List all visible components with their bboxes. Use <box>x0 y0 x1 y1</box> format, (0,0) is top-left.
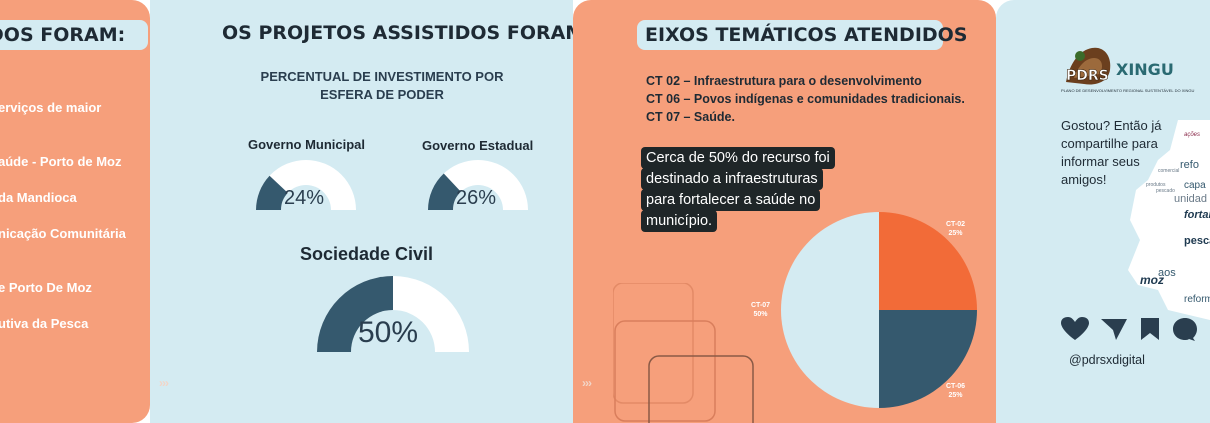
share-text: Gostou? Então já compartilhe para inform… <box>1061 117 1161 189</box>
thematic-item: CT 06 – Povos indígenas e comunidades tr… <box>646 92 965 106</box>
cloud-word: pesca <box>1184 235 1210 247</box>
list-item: e Porto De Moz <box>0 280 92 295</box>
list-item: utiva da Pesca <box>0 316 89 331</box>
next-arrows: ››› <box>582 376 592 390</box>
list-item: aúde - Porto de Moz <box>0 154 122 169</box>
pie-chart <box>781 212 977 408</box>
cloud-word: aos <box>1158 267 1176 279</box>
decorative-frames <box>613 283 754 423</box>
panel-thematic-axes: EIXOS TEMÁTICOS ATENDIDOS CT 02 – Infrae… <box>573 0 996 423</box>
list-item: da Mandioca <box>0 190 77 205</box>
pie-label-value: 25% <box>948 230 963 237</box>
panel3-title: EIXOS TEMÁTICOS ATENDIDOS <box>637 20 968 50</box>
heart-icon[interactable] <box>1060 316 1090 342</box>
pie-slice-ct-06 <box>879 310 977 408</box>
logo-subtitle: PLANO DE DESENVOLVIMENTO REGIONAL SUSTEN… <box>1061 88 1195 93</box>
pie-slice-ct-07 <box>781 212 879 408</box>
bookmark-icon[interactable] <box>1139 316 1161 342</box>
callout-line: para fortalecer a saúde no <box>641 189 821 211</box>
frame <box>614 320 716 422</box>
gauge-value-sociedade: 50% <box>358 316 419 349</box>
comment-icon[interactable] <box>1171 316 1199 342</box>
thematic-item: CT 02 – Infraestrutura para o desenvolvi… <box>646 74 922 88</box>
list-item: erviços de maior <box>0 100 102 115</box>
gauge-label-municipal: Governo Municipal <box>248 137 366 152</box>
logo-letters: PDRS <box>1066 68 1109 84</box>
subtitle-line: PERCENTUAL DE INVESTIMENTO POR <box>260 69 504 84</box>
panel-investment: OS PROJETOS ASSISTIDOS FORAM: PERCENTUAL… <box>150 0 573 423</box>
callout-line: destinado a infraestruturas <box>641 168 823 190</box>
investment-subtitle: PERCENTUAL DE INVESTIMENTO POR ESFERA DE… <box>252 68 512 104</box>
word-cloud-map: ações refo capa unidad fortal pesca aos … <box>1128 120 1210 320</box>
callout-line: Cerca de 50% do recurso foi <box>641 147 835 169</box>
cloud-word: produtos <box>1146 182 1166 188</box>
panel-projects-list: TIDOS FORAM: erviços de maior aúde - Por… <box>0 0 150 423</box>
gauge-sociedade <box>317 276 469 352</box>
list-item: nicação Comunitária <box>0 226 126 241</box>
panel1-title: TIDOS FORAM: <box>0 20 148 50</box>
pdrs-logo-icon: PDRS <box>1066 47 1111 85</box>
cloud-word: pescado <box>1156 188 1175 194</box>
gauge-municipal <box>256 160 356 210</box>
share-line: informar seus <box>1061 154 1140 169</box>
cloud-word: unidad <box>1174 193 1207 205</box>
share-line: Gostou? Então já <box>1061 118 1162 133</box>
frame <box>613 283 694 404</box>
social-handle: @pdrsxdigital <box>1069 353 1145 367</box>
gauge-label-estadual: Governo Estadual <box>422 138 534 153</box>
logo-text: XINGU <box>1116 60 1174 79</box>
pie-label-ct02: CT-02 25% <box>946 220 965 238</box>
pie-label-category: CT-07 <box>751 302 771 309</box>
pie-label-category: CT-02 <box>946 221 966 228</box>
share-line: amigos! <box>1061 172 1107 187</box>
thematic-item: CT 07 – Saúde. <box>646 110 735 124</box>
gauge-value-estadual: 26% <box>456 187 497 209</box>
gauge-label-sociedade: Sociedade Civil <box>300 244 434 264</box>
cloud-word: reform <box>1184 294 1210 305</box>
cloud-word: ações <box>1184 132 1200 138</box>
cloud-word: fortal <box>1184 209 1210 221</box>
cloud-word: moz <box>1140 273 1164 287</box>
share-line: compartilhe para <box>1061 136 1158 151</box>
send-icon[interactable] <box>1100 316 1128 342</box>
callout-line: município. <box>641 210 718 232</box>
gauge-fill <box>428 173 461 210</box>
cloud-word: refo <box>1180 159 1199 171</box>
pie-slice-ct-02 <box>879 212 977 310</box>
gauge-fill <box>317 276 393 352</box>
pie-label-value: 50% <box>753 311 768 318</box>
gauge-fill <box>256 175 288 210</box>
pie-label-ct07: CT-07 50% <box>751 301 770 319</box>
cloud-word: comercial <box>1158 168 1179 174</box>
next-arrows: ››› <box>159 376 169 390</box>
cloud-word: capa <box>1184 180 1206 191</box>
gauge-estadual <box>428 160 528 210</box>
frame <box>648 355 754 423</box>
panel2-title: OS PROJETOS ASSISTIDOS FORAM: <box>222 22 573 44</box>
gauge-value-municipal: 24% <box>284 187 325 209</box>
thematic-list: CT 02 – Infraestrutura para o desenvolvi… <box>646 72 965 126</box>
pie-label-category: CT-06 <box>946 383 966 390</box>
subtitle-line: ESFERA DE PODER <box>320 87 444 102</box>
pie-label-ct06: CT-06 25% <box>946 382 965 400</box>
pie-label-value: 25% <box>948 392 963 399</box>
